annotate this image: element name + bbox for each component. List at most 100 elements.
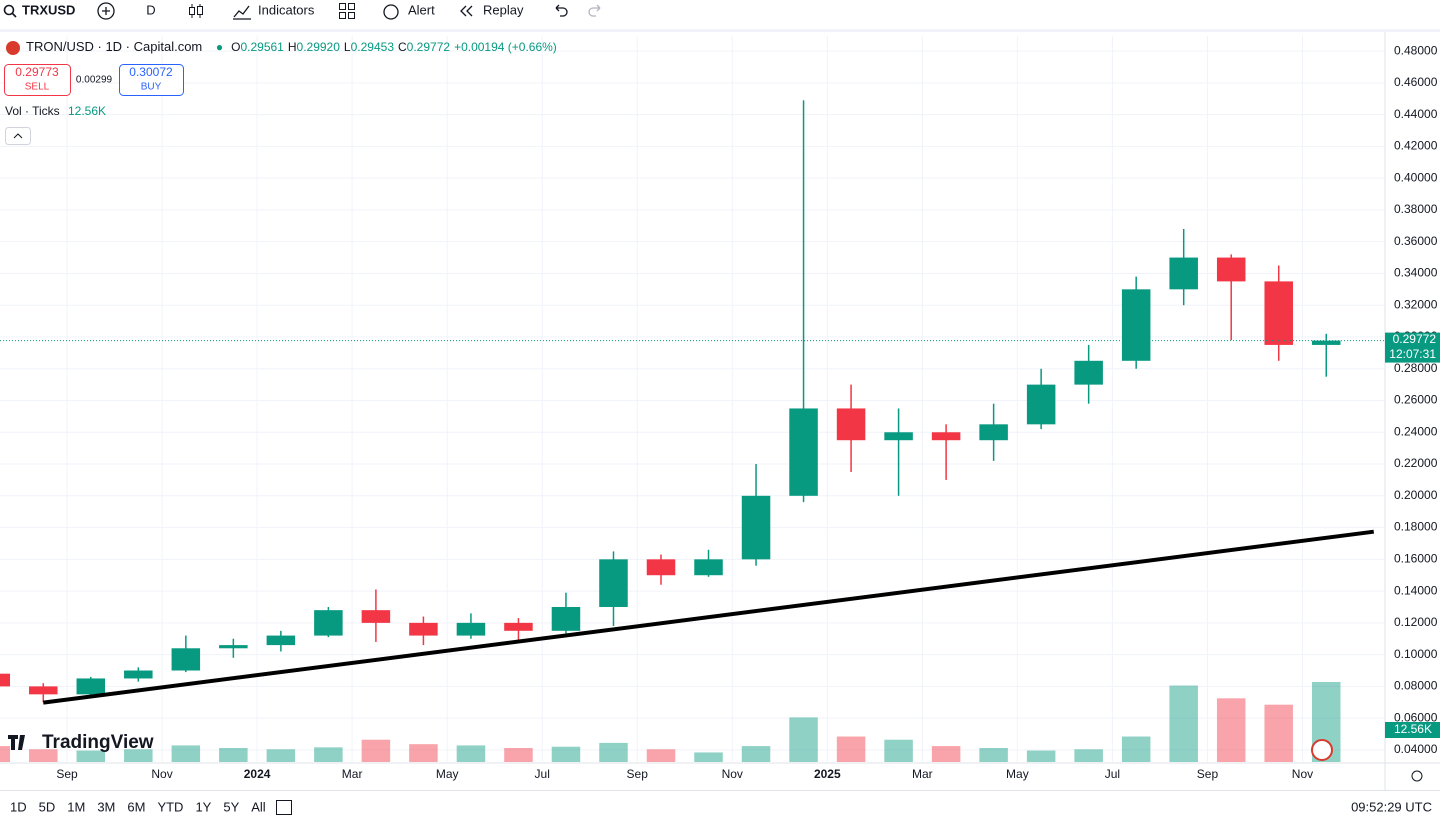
add-symbol-plus: [102, 7, 110, 15]
symbol[interactable]: TRXUSD: [22, 2, 75, 17]
chart-type-icon-body: [197, 6, 203, 15]
y-tick-label: 0.20000: [1394, 488, 1438, 502]
y-tick-label: 0.12000: [1394, 615, 1438, 629]
y-tick-label: 0.10000: [1394, 647, 1438, 661]
y-tick-label: 0.14000: [1394, 583, 1438, 597]
toolbar: TRXUSD D Indicators Alert Replay: [3, 2, 601, 20]
interval[interactable]: D: [146, 2, 155, 17]
volume-bar: [124, 749, 153, 762]
search-icon[interactable]: [3, 4, 15, 16]
volume-bar: [884, 739, 913, 762]
candle-body: [646, 559, 676, 576]
range-button[interactable]: 5D: [39, 799, 56, 814]
indicators-button[interactable]: Indicators: [258, 2, 315, 17]
volume-bar: [1264, 704, 1293, 762]
range-button[interactable]: 6M: [127, 799, 145, 814]
y-tick-label: 0.04000: [1394, 742, 1438, 756]
y-tick-label: 0.26000: [1394, 393, 1438, 407]
range-button[interactable]: 1M: [67, 799, 85, 814]
status-dot: ●: [216, 40, 223, 54]
volume-bar: [0, 746, 11, 762]
ohlc-value: 0.29772: [407, 40, 451, 54]
x-tick-label: Sep: [1197, 767, 1219, 781]
y-tick-label: 0.28000: [1394, 361, 1438, 375]
legend-line: TRON/USD · 1D · Capital.com ● O0.29561 H0.…: [26, 39, 557, 54]
candle-body: [884, 432, 913, 441]
spread: 0.00299: [76, 75, 113, 86]
x-tick-label: Jul: [535, 767, 550, 781]
y-tick-label: 0.22000: [1394, 456, 1438, 470]
collapse-button[interactable]: [5, 127, 31, 145]
volume-bar: [836, 736, 866, 762]
toolbar-divider: [0, 29, 1440, 32]
change: +0.00194 (+0.66%): [454, 40, 557, 54]
search-icon-handle: [11, 12, 17, 18]
sell-price: 0.29773: [15, 65, 59, 79]
volume-bar: [1121, 736, 1151, 762]
volume-tag: [1385, 722, 1440, 738]
layouts-icon[interactable]: [339, 3, 355, 19]
range-button[interactable]: 1Y: [195, 799, 211, 814]
volume-bar: [599, 742, 628, 762]
volume-bar: [741, 746, 771, 762]
range-button[interactable]: 1D: [10, 799, 27, 814]
volume-bar: [694, 752, 723, 762]
range-button[interactable]: All: [251, 799, 266, 814]
footer-divider: [0, 790, 1440, 791]
replay-button[interactable]: Replay: [483, 2, 524, 17]
range-button[interactable]: 5Y: [223, 799, 239, 814]
x-tick-label: Nov: [1292, 767, 1313, 781]
candle-body: [1264, 281, 1293, 345]
x-tick-label: Nov: [722, 767, 743, 781]
y-tick-label: 0.38000: [1394, 202, 1438, 216]
ohlc-value: 0.29453: [351, 40, 395, 54]
redo[interactable]: [588, 4, 601, 17]
undo[interactable]: [555, 4, 568, 17]
add-symbol[interactable]: [97, 2, 115, 20]
y-tick-label: 0.16000: [1394, 552, 1438, 566]
candle-body: [741, 495, 771, 560]
candle-body: [931, 432, 961, 441]
watermark: TradingView: [8, 732, 154, 753]
y-tick-label: 0.18000: [1394, 520, 1438, 534]
sell-button[interactable]: [4, 64, 71, 96]
volume-bar: [504, 747, 533, 762]
candle-body: [124, 670, 153, 679]
volume-title: Vol · Ticks: [5, 104, 60, 118]
ohlc-label: C: [398, 40, 407, 54]
x-tick-label: May: [1006, 767, 1029, 781]
date-range-icon[interactable]: [276, 800, 292, 815]
buy-button[interactable]: [119, 64, 184, 96]
y-tick-label: 0.42000: [1394, 139, 1438, 153]
volume-tag-value: 12.56K: [1394, 722, 1432, 736]
range-button[interactable]: 3M: [97, 799, 115, 814]
candle-body: [0, 673, 11, 687]
candle-body: [1169, 257, 1198, 290]
plot-area: 0.48000 0.46000 0.44000 0.42000 0.40000 0.380…: [0, 32, 1440, 790]
volume-bar: [1216, 698, 1246, 762]
collapse-icon: [13, 133, 23, 139]
x-tick-label: 2025: [814, 767, 841, 781]
candle-body: [1074, 360, 1103, 385]
alert-icon: [383, 4, 399, 20]
candle-body: [836, 408, 866, 441]
chart-type-icon-body: [189, 7, 195, 15]
volume-bar: [219, 747, 248, 762]
y-tick-label: 0.40000: [1394, 170, 1438, 184]
volume-bar: [76, 750, 106, 762]
footer: 09:52:29 UTC 1D 5D 1M 3M 6M YTD 1Y 5Y All: [10, 799, 1432, 815]
range-button[interactable]: YTD: [157, 799, 183, 814]
countdown: 12:07:31: [1389, 347, 1436, 361]
x-tick-label: Sep: [627, 767, 649, 781]
volume-bar: [646, 749, 676, 762]
candle-body: [1026, 384, 1056, 425]
x-tick-label: Jul: [1105, 767, 1120, 781]
candle-body: [551, 606, 581, 631]
settings-icon[interactable]: [1411, 770, 1423, 782]
alert-button[interactable]: Alert: [408, 2, 435, 17]
symbol-logo: [6, 41, 20, 55]
volume-bar: [29, 749, 58, 762]
y-tick-label: 0.46000: [1394, 75, 1438, 89]
